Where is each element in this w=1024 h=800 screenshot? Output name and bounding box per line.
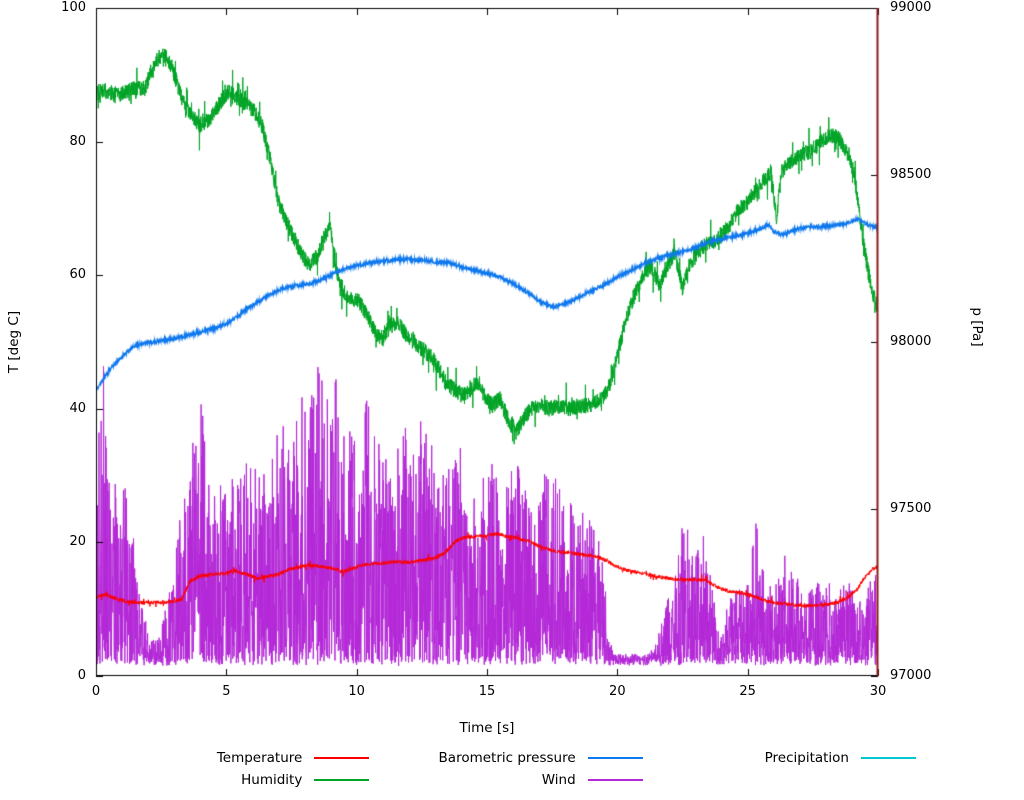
y-axis-right-title: p [Pa]	[969, 307, 985, 347]
x-tick-label: 10	[348, 684, 365, 699]
y-right-tick-label: 99000	[890, 0, 932, 15]
legend-label-temperature: Temperature	[216, 749, 303, 766]
legend-label-humidity: Humidity	[241, 771, 303, 788]
y-left-tick-label: 80	[69, 133, 86, 149]
chart-legend: Temperature Barometric pressure Precipit…	[96, 748, 916, 789]
legend-entry-wind: Wind	[369, 770, 643, 789]
y-left-tick-label: 60	[69, 267, 86, 283]
x-tick-label: 25	[739, 684, 756, 699]
legend-entry-barometric-pressure: Barometric pressure	[369, 748, 643, 767]
legend-entry-temperature: Temperature	[96, 748, 370, 767]
x-tick-label: 15	[478, 684, 496, 699]
y-right-tick-label: 98000	[890, 334, 932, 349]
legend-line-precipitation	[861, 756, 916, 759]
legend-entry-precipitation: Precipitation	[643, 748, 916, 767]
y-left-tick-label: 40	[69, 400, 86, 416]
y-right-tick-label: 98500	[890, 167, 932, 182]
legend-line-barometric-pressure	[587, 756, 643, 759]
y-axis-left-title: T [deg C]	[6, 310, 22, 374]
legend-label-barometric-pressure: Barometric pressure	[438, 749, 576, 766]
legend-line-humidity	[314, 778, 370, 781]
y-left-tick-label: 20	[69, 534, 86, 550]
x-tick-label: 30	[869, 684, 887, 699]
legend-line-temperature	[314, 756, 370, 759]
x-tick-label: 20	[609, 684, 626, 699]
x-tick-label: 0	[91, 684, 101, 699]
x-tick-label: 5	[222, 684, 231, 699]
legend-entry-humidity: Humidity	[96, 770, 370, 789]
legend-label-precipitation: Precipitation	[764, 749, 849, 766]
y-right-tick-label: 97500	[890, 501, 932, 516]
legend-line-wind	[587, 778, 643, 781]
y-right-tick-label: 97000	[890, 668, 932, 683]
x-axis-title: Time [s]	[459, 720, 515, 736]
y-left-tick-label: 0	[77, 668, 86, 683]
legend-label-wind: Wind	[541, 771, 576, 788]
y-left-tick-label: 100	[61, 0, 86, 15]
